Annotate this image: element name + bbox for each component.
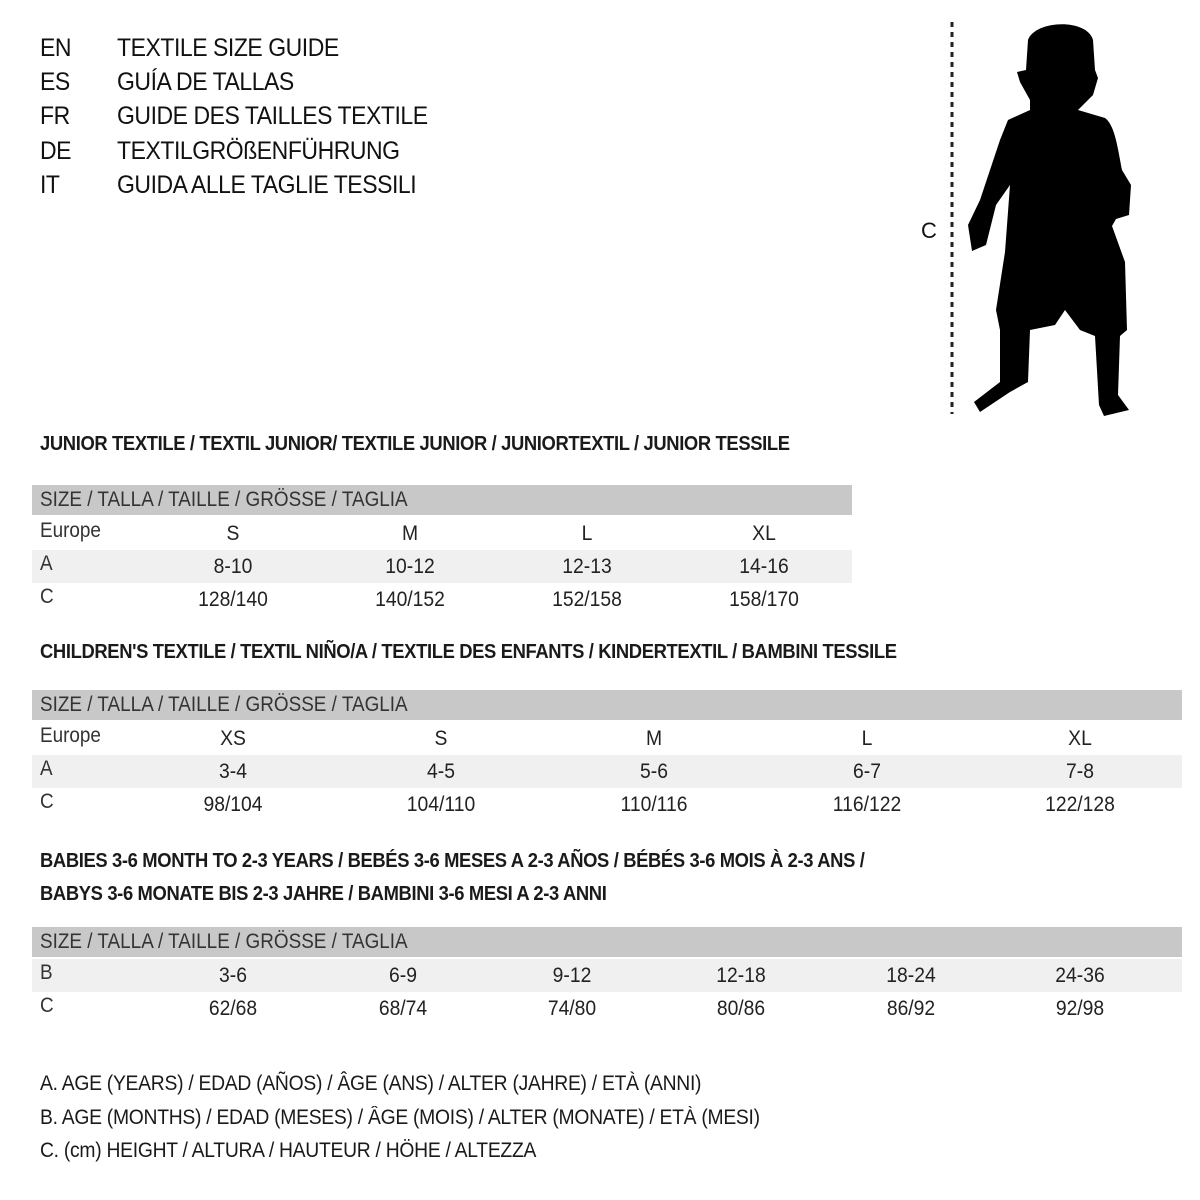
guide-title: GUÍA DE TALLAS [117, 68, 294, 96]
table-header-label: SIZE / TALLA / TAILLE / GRÖSSE / TAGLIA [40, 488, 408, 511]
row-label: Europe [40, 519, 101, 542]
guide-title: GUIDE DES TAILLES TEXTILE [117, 102, 428, 130]
table-cell: 116/122 [832, 793, 902, 816]
table-cell: S [434, 727, 448, 750]
table-header-row: SIZE / TALLA / TAILLE / GRÖSSE / TAGLIA [32, 690, 1182, 720]
guide-title: TEXTILE SIZE GUIDE [117, 34, 339, 62]
table-cell: 104/110 [406, 793, 476, 816]
babies-title-line2: BABYS 3-6 MONATE BIS 2-3 JAHRE / BAMBINI… [40, 883, 607, 905]
table-cell: 3-4 [219, 760, 247, 783]
legend-line: A. AGE (YEARS) / EDAD (AÑOS) / ÂGE (ANS)… [40, 1072, 702, 1095]
table-cell: 158/170 [729, 588, 799, 611]
table-cell: 110/116 [620, 793, 688, 816]
table-row: Europe XS S M L XL [32, 722, 1182, 755]
table-cell: 86/92 [886, 997, 936, 1020]
table-cell: 98/104 [203, 793, 263, 816]
guide-title: GUIDA ALLE TAGLIE TESSILI [117, 171, 417, 199]
table-row: C 128/140 140/152 152/158 158/170 [32, 583, 852, 616]
table-row: A 3-4 4-5 5-6 6-7 7-8 [32, 755, 1182, 788]
table-row: C 62/68 68/74 74/80 80/86 86/92 92/98 [32, 992, 1182, 1025]
table-cell: 74/80 [547, 997, 597, 1020]
table-cell: 18-24 [886, 964, 936, 987]
guide-title: TEXTILGRÖßENFÜHRUNG [117, 137, 400, 165]
junior-title: JUNIOR TEXTILE / TEXTIL JUNIOR/ TEXTILE … [40, 433, 790, 455]
legend-line: C. (cm) HEIGHT / ALTURA / HAUTEUR / HÖHE… [40, 1139, 537, 1162]
table-cell: XL [752, 522, 776, 545]
table-cell: 92/98 [1055, 997, 1105, 1020]
table-header-label: SIZE / TALLA / TAILLE / GRÖSSE / TAGLIA [40, 693, 408, 716]
language-code: FR [40, 102, 70, 130]
legend-line: B. AGE (MONTHS) / EDAD (MESES) / ÂGE (MO… [40, 1106, 760, 1129]
row-label: C [40, 790, 54, 813]
table-cell: 80/86 [716, 997, 766, 1020]
measure-label: C [921, 218, 937, 243]
table-cell: M [401, 522, 419, 545]
table-cell: S [226, 522, 240, 545]
table-cell: 8-10 [213, 555, 253, 578]
table-header-label: SIZE / TALLA / TAILLE / GRÖSSE / TAGLIA [40, 930, 408, 953]
table-cell: 152/158 [552, 588, 622, 611]
table-cell: XS [220, 727, 246, 750]
table-cell: 9-12 [552, 964, 592, 987]
babies-title-line1: BABIES 3-6 MONTH TO 2-3 YEARS / BEBÉS 3-… [40, 850, 865, 872]
children-title: CHILDREN'S TEXTILE / TEXTIL NIÑO/A / TEX… [40, 641, 897, 663]
babies-size-table: SIZE / TALLA / TAILLE / GRÖSSE / TAGLIA B… [32, 927, 1182, 1025]
child-silhouette-icon [950, 22, 1131, 416]
table-cell: 3-6 [219, 964, 247, 987]
language-code: ES [40, 68, 70, 96]
row-label: Europe [40, 724, 101, 747]
children-size-table: SIZE / TALLA / TAILLE / GRÖSSE / TAGLIA E… [32, 690, 1182, 821]
table-cell: 4-5 [427, 760, 455, 783]
table-row: B 3-6 6-9 9-12 12-18 18-24 24-36 [32, 959, 1182, 992]
table-cell: 62/68 [208, 997, 258, 1020]
table-cell: L [861, 727, 873, 750]
row-label: B [40, 961, 53, 984]
table-cell: 5-6 [640, 760, 668, 783]
table-cell: 12-13 [562, 555, 612, 578]
table-cell: 6-9 [389, 964, 417, 987]
table-cell: 122/128 [1045, 793, 1115, 816]
table-cell: 7-8 [1066, 760, 1094, 783]
table-cell: XL [1068, 727, 1092, 750]
row-label: C [40, 585, 54, 608]
row-label: A [40, 757, 53, 780]
row-label: C [40, 994, 54, 1017]
table-row: C 98/104 104/110 110/116 116/122 122/128 [32, 788, 1182, 821]
table-header-row: SIZE / TALLA / TAILLE / GRÖSSE / TAGLIA [32, 927, 1182, 957]
table-row: A 8-10 10-12 12-13 14-16 [32, 550, 852, 583]
table-header-row: SIZE / TALLA / TAILLE / GRÖSSE / TAGLIA [32, 485, 852, 515]
row-label: A [40, 552, 53, 575]
table-cell: 12-18 [716, 964, 766, 987]
table-cell: 10-12 [385, 555, 435, 578]
language-code: DE [40, 137, 72, 165]
language-code: IT [40, 171, 60, 199]
language-code: EN [40, 34, 72, 62]
table-cell: 24-36 [1055, 964, 1105, 987]
table-row: Europe S M L XL [32, 517, 852, 550]
table-cell: 14-16 [739, 555, 789, 578]
table-cell: 140/152 [375, 588, 445, 611]
table-cell: 6-7 [853, 760, 881, 783]
table-cell: L [581, 522, 593, 545]
table-cell: 68/74 [378, 997, 428, 1020]
table-cell: M [645, 727, 663, 750]
table-cell: 128/140 [198, 588, 268, 611]
junior-size-table: SIZE / TALLA / TAILLE / GRÖSSE / TAGLIA E… [32, 485, 852, 616]
